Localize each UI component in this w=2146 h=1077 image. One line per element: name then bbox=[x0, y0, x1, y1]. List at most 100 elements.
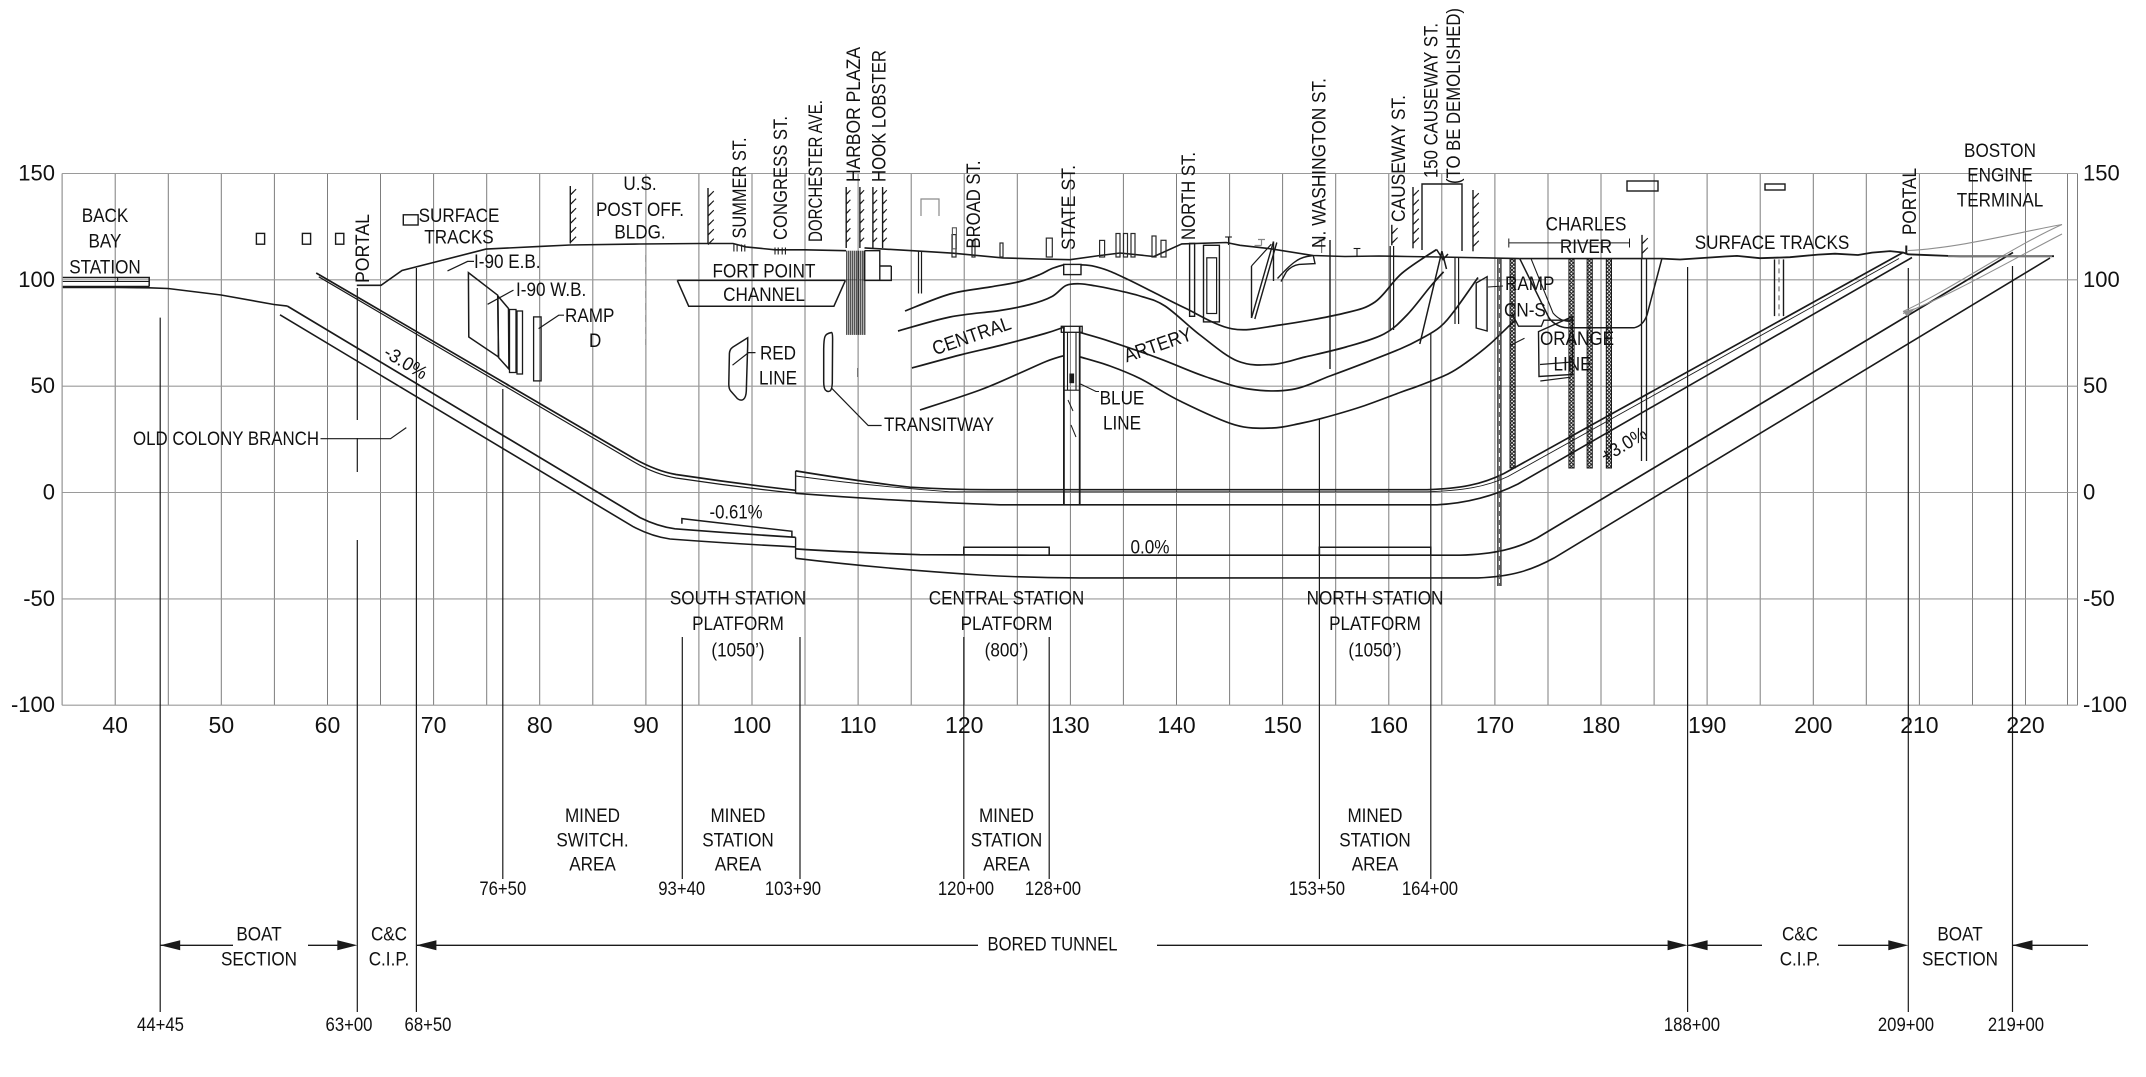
svg-text:BAY: BAY bbox=[89, 232, 122, 253]
svg-text:TRACKS: TRACKS bbox=[424, 228, 493, 249]
svg-text:-100: -100 bbox=[11, 692, 55, 717]
svg-text:PLATFORM: PLATFORM bbox=[692, 614, 784, 635]
svg-text:STATION: STATION bbox=[971, 831, 1043, 852]
svg-text:50: 50 bbox=[2083, 373, 2107, 398]
svg-text:FORT POINT: FORT POINT bbox=[713, 262, 816, 283]
svg-text:PORTAL: PORTAL bbox=[1900, 168, 1921, 235]
svg-text:103+90: 103+90 bbox=[765, 879, 821, 900]
svg-text:-50: -50 bbox=[2083, 586, 2115, 611]
svg-text:MINED: MINED bbox=[565, 806, 620, 827]
svg-text:(1050’): (1050’) bbox=[1348, 641, 1401, 662]
svg-text:RIVER: RIVER bbox=[1560, 237, 1612, 258]
svg-text:AREA: AREA bbox=[983, 855, 1030, 876]
svg-text:(800’): (800’) bbox=[985, 641, 1029, 662]
svg-text:209+00: 209+00 bbox=[1878, 1015, 1934, 1036]
svg-text:BOSTON: BOSTON bbox=[1964, 141, 2036, 162]
svg-text:STATE ST.: STATE ST. bbox=[1059, 165, 1080, 250]
svg-text:(TO BE DEMOLISHED): (TO BE DEMOLISHED) bbox=[1444, 8, 1465, 184]
svg-text:SECTION: SECTION bbox=[221, 949, 297, 970]
svg-text:HOOK LOBSTER: HOOK LOBSTER bbox=[870, 50, 891, 182]
svg-text:BOAT: BOAT bbox=[236, 925, 282, 946]
svg-text:RAMP: RAMP bbox=[565, 306, 614, 327]
svg-text:150 CAUSEWAY ST.: 150 CAUSEWAY ST. bbox=[1421, 23, 1442, 178]
svg-text:MINED: MINED bbox=[710, 806, 765, 827]
svg-text:I-90 E.B.: I-90 E.B. bbox=[474, 252, 541, 273]
svg-text:D: D bbox=[589, 331, 601, 352]
svg-text:C&C: C&C bbox=[1782, 925, 1818, 946]
svg-text:-0.61%: -0.61% bbox=[710, 503, 763, 524]
svg-text:AREA: AREA bbox=[1352, 855, 1399, 876]
svg-text:0: 0 bbox=[2083, 480, 2095, 505]
svg-text:ORANGE: ORANGE bbox=[1540, 329, 1614, 350]
svg-text:LINE: LINE bbox=[1103, 414, 1141, 435]
svg-text:RED: RED bbox=[760, 344, 796, 365]
svg-text:CENTRAL STATION: CENTRAL STATION bbox=[929, 589, 1085, 610]
svg-text:76+50: 76+50 bbox=[479, 879, 526, 900]
svg-text:110: 110 bbox=[840, 712, 877, 738]
svg-text:60: 60 bbox=[315, 712, 341, 738]
svg-text:C.I.P.: C.I.P. bbox=[1780, 949, 1821, 970]
svg-text:80: 80 bbox=[527, 712, 553, 738]
svg-text:CAUSEWAY ST.: CAUSEWAY ST. bbox=[1389, 95, 1410, 222]
svg-text:170: 170 bbox=[1476, 712, 1514, 738]
svg-text:100: 100 bbox=[2083, 267, 2120, 292]
svg-text:-50: -50 bbox=[23, 586, 55, 611]
svg-text:U.S.: U.S. bbox=[623, 174, 656, 195]
svg-text:BLUE: BLUE bbox=[1100, 389, 1145, 410]
svg-text:(1050’): (1050’) bbox=[711, 641, 764, 662]
svg-text:TRANSITWAY: TRANSITWAY bbox=[884, 415, 994, 436]
svg-text:0.0%: 0.0% bbox=[1131, 538, 1170, 559]
svg-text:150: 150 bbox=[1263, 712, 1301, 738]
svg-text:BLDG.: BLDG. bbox=[614, 223, 665, 244]
svg-text:50: 50 bbox=[31, 373, 55, 398]
svg-text:150: 150 bbox=[2083, 161, 2120, 186]
svg-text:CN-S: CN-S bbox=[1504, 301, 1546, 322]
svg-text:164+00: 164+00 bbox=[1402, 879, 1458, 900]
svg-text:TERMINAL: TERMINAL bbox=[1957, 191, 2044, 212]
svg-text:DORCHESTER AVE.: DORCHESTER AVE. bbox=[806, 100, 827, 242]
svg-text:219+00: 219+00 bbox=[1988, 1015, 2044, 1036]
svg-text:SURFACE TRACKS: SURFACE TRACKS bbox=[1695, 233, 1850, 254]
svg-text:130: 130 bbox=[1051, 712, 1089, 738]
svg-text:ENGINE: ENGINE bbox=[1967, 166, 2033, 187]
svg-text:SWITCH.: SWITCH. bbox=[556, 831, 628, 852]
svg-text:C&C: C&C bbox=[371, 925, 407, 946]
svg-text:SECTION: SECTION bbox=[1922, 949, 1998, 970]
svg-text:120+00: 120+00 bbox=[938, 879, 994, 900]
svg-text:PLATFORM: PLATFORM bbox=[961, 614, 1053, 635]
svg-text:40: 40 bbox=[102, 712, 128, 738]
svg-text:STATION: STATION bbox=[702, 831, 774, 852]
svg-text:C.I.P.: C.I.P. bbox=[369, 949, 410, 970]
svg-text:188+00: 188+00 bbox=[1664, 1015, 1720, 1036]
svg-text:153+50: 153+50 bbox=[1289, 879, 1345, 900]
svg-text:PORTAL: PORTAL bbox=[353, 214, 374, 283]
svg-text:I-90 W.B.: I-90 W.B. bbox=[516, 280, 586, 301]
svg-text:PLATFORM: PLATFORM bbox=[1329, 614, 1421, 635]
svg-text:120: 120 bbox=[945, 712, 983, 738]
svg-text:93+40: 93+40 bbox=[658, 879, 705, 900]
svg-text:-100: -100 bbox=[2083, 692, 2127, 717]
svg-text:MINED: MINED bbox=[979, 806, 1034, 827]
svg-text:CHARLES: CHARLES bbox=[1546, 215, 1627, 236]
svg-text:BACK: BACK bbox=[82, 206, 129, 227]
svg-text:BROAD ST.: BROAD ST. bbox=[964, 161, 985, 249]
svg-text:STATION: STATION bbox=[69, 258, 141, 279]
svg-text:100: 100 bbox=[18, 267, 55, 292]
svg-text:OLD COLONY BRANCH: OLD COLONY BRANCH bbox=[133, 429, 319, 450]
svg-text:CHANNEL: CHANNEL bbox=[723, 285, 805, 306]
svg-text:MINED: MINED bbox=[1347, 806, 1402, 827]
svg-text:220: 220 bbox=[2006, 712, 2044, 738]
svg-text:44+45: 44+45 bbox=[137, 1015, 184, 1036]
svg-text:90: 90 bbox=[633, 712, 659, 738]
svg-text:180: 180 bbox=[1582, 712, 1620, 738]
svg-text:NORTH STATION: NORTH STATION bbox=[1307, 589, 1444, 610]
svg-text:RAMP: RAMP bbox=[1505, 274, 1554, 295]
svg-text:140: 140 bbox=[1157, 712, 1195, 738]
svg-text:160: 160 bbox=[1370, 712, 1408, 738]
svg-text:210: 210 bbox=[1900, 712, 1938, 738]
svg-text:63+00: 63+00 bbox=[326, 1015, 373, 1036]
svg-text:AREA: AREA bbox=[715, 855, 762, 876]
svg-text:CONGRESS ST.: CONGRESS ST. bbox=[771, 116, 792, 240]
svg-text:70: 70 bbox=[421, 712, 447, 738]
svg-text:AREA: AREA bbox=[569, 855, 616, 876]
